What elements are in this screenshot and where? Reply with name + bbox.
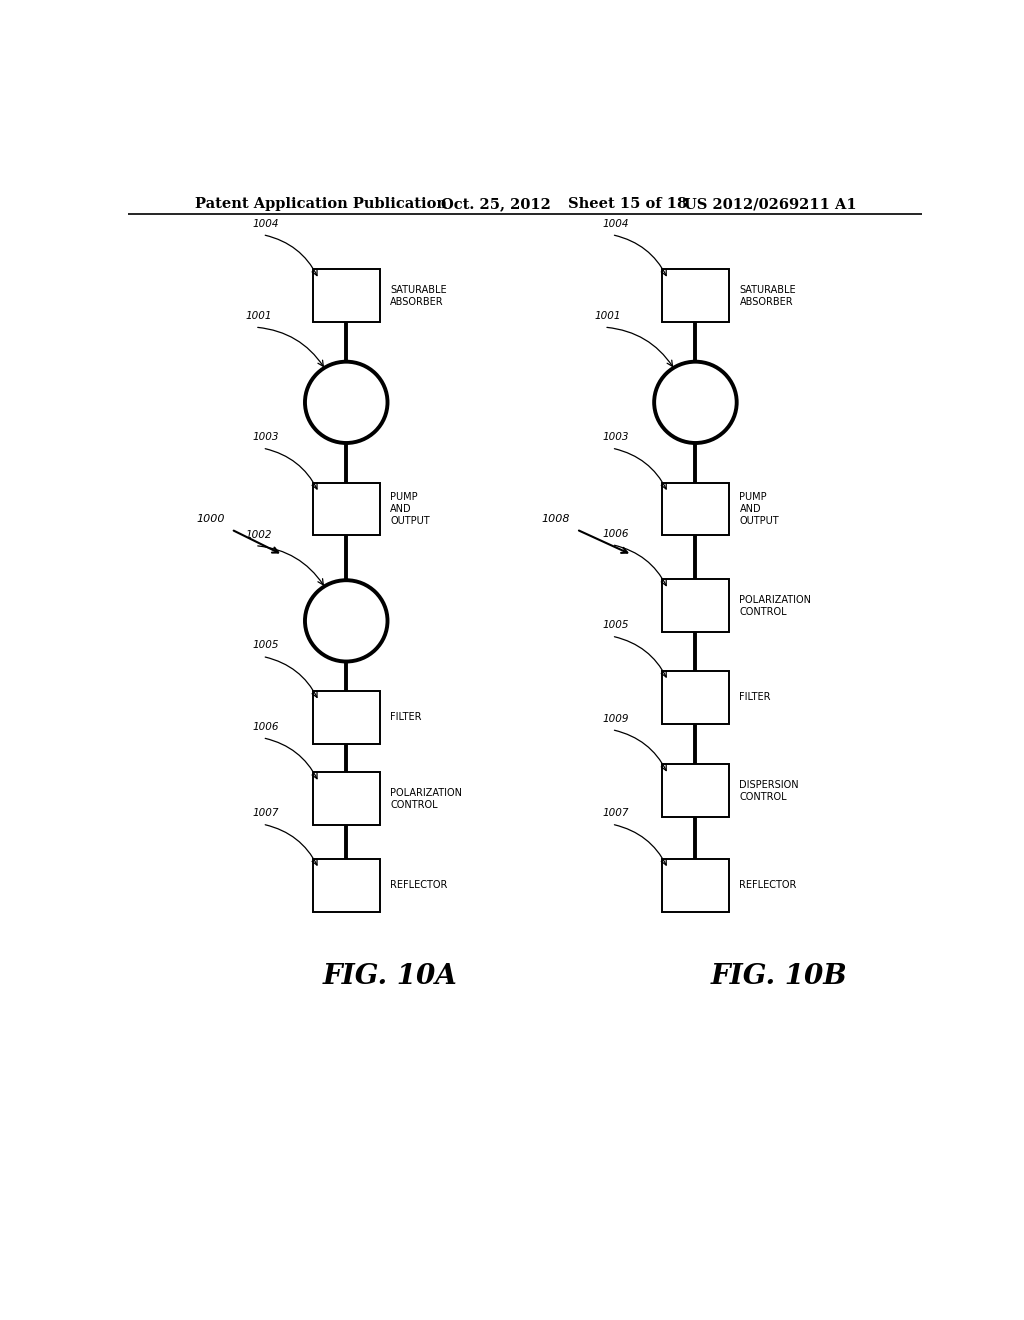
Text: SATURABLE
ABSORBER: SATURABLE ABSORBER: [390, 285, 446, 306]
Text: FIG. 10A: FIG. 10A: [323, 964, 458, 990]
Text: 1004: 1004: [602, 219, 629, 228]
Text: 1003: 1003: [253, 432, 280, 442]
Text: 1007: 1007: [602, 808, 629, 818]
Bar: [312, 483, 380, 536]
Text: Sheet 15 of 18: Sheet 15 of 18: [568, 197, 687, 211]
Bar: [662, 269, 729, 322]
Text: FIG. 10B: FIG. 10B: [711, 964, 847, 990]
Text: 1009: 1009: [602, 714, 629, 723]
Text: US 2012/0269211 A1: US 2012/0269211 A1: [684, 197, 856, 211]
Text: FILTER: FILTER: [739, 692, 771, 702]
Text: 1001: 1001: [246, 312, 272, 321]
Bar: [662, 579, 729, 632]
Text: 1007: 1007: [253, 808, 280, 818]
Ellipse shape: [305, 581, 387, 661]
Bar: [312, 690, 380, 744]
Bar: [312, 859, 380, 912]
Bar: [662, 859, 729, 912]
Text: DISPERSION
CONTROL: DISPERSION CONTROL: [739, 780, 799, 801]
Ellipse shape: [305, 362, 387, 444]
Text: PUMP
AND
OUTPUT: PUMP AND OUTPUT: [390, 492, 430, 527]
Text: 1008: 1008: [542, 515, 570, 524]
Text: 1005: 1005: [253, 640, 280, 651]
Bar: [662, 671, 729, 723]
Text: PUMP
AND
OUTPUT: PUMP AND OUTPUT: [739, 492, 779, 527]
Text: REFLECTOR: REFLECTOR: [739, 880, 797, 890]
Ellipse shape: [654, 362, 736, 444]
Bar: [312, 772, 380, 825]
Text: 1006: 1006: [602, 528, 629, 539]
Text: SATURABLE
ABSORBER: SATURABLE ABSORBER: [739, 285, 796, 306]
Bar: [312, 269, 380, 322]
Bar: [662, 764, 729, 817]
Text: 1004: 1004: [253, 219, 280, 228]
Text: 1005: 1005: [602, 620, 629, 630]
Text: Oct. 25, 2012: Oct. 25, 2012: [441, 197, 551, 211]
Text: Patent Application Publication: Patent Application Publication: [196, 197, 447, 211]
Text: POLARIZATION
CONTROL: POLARIZATION CONTROL: [739, 594, 811, 616]
Text: 1001: 1001: [595, 312, 622, 321]
Text: FILTER: FILTER: [390, 713, 422, 722]
Text: REFLECTOR: REFLECTOR: [390, 880, 447, 890]
Text: POLARIZATION
CONTROL: POLARIZATION CONTROL: [390, 788, 462, 809]
Text: 1006: 1006: [253, 722, 280, 731]
Text: 1000: 1000: [197, 515, 225, 524]
Bar: [662, 483, 729, 536]
Text: 1003: 1003: [602, 432, 629, 442]
Text: 1002: 1002: [246, 529, 272, 540]
